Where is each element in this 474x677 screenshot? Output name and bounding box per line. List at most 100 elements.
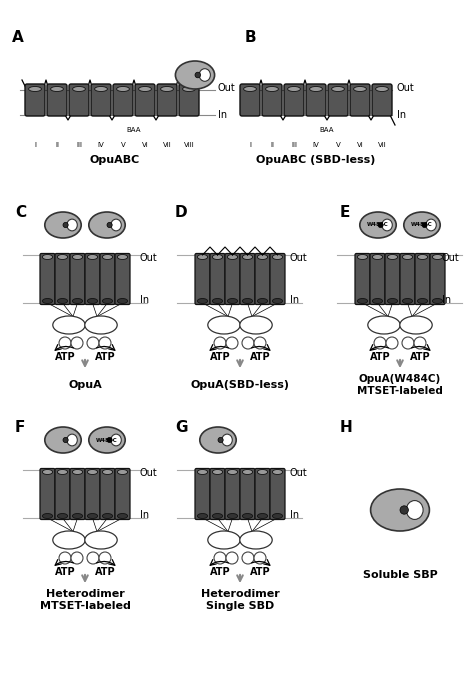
Ellipse shape (118, 470, 128, 475)
Text: C: C (15, 205, 26, 220)
Ellipse shape (42, 255, 53, 259)
Ellipse shape (57, 299, 68, 303)
Text: ATP: ATP (410, 352, 430, 362)
Text: In: In (290, 510, 299, 520)
Text: A: A (12, 30, 24, 45)
Ellipse shape (240, 316, 272, 334)
FancyBboxPatch shape (240, 253, 255, 305)
Text: Out: Out (218, 83, 236, 93)
Circle shape (99, 552, 111, 564)
Ellipse shape (73, 255, 82, 259)
Text: Out: Out (140, 468, 158, 478)
Ellipse shape (208, 531, 240, 549)
Text: In: In (140, 510, 149, 520)
Circle shape (87, 552, 99, 564)
Ellipse shape (406, 500, 423, 519)
FancyBboxPatch shape (370, 253, 385, 305)
Ellipse shape (426, 219, 436, 231)
Ellipse shape (42, 299, 53, 303)
Ellipse shape (242, 470, 253, 475)
Text: In: In (397, 110, 406, 120)
Ellipse shape (432, 255, 443, 259)
Circle shape (242, 337, 254, 349)
Text: ATP: ATP (250, 352, 270, 362)
Text: Out: Out (442, 253, 460, 263)
Text: F: F (15, 420, 26, 435)
FancyBboxPatch shape (270, 253, 285, 305)
Text: VI: VI (142, 142, 148, 148)
Ellipse shape (161, 87, 173, 91)
Text: Out: Out (290, 468, 308, 478)
Ellipse shape (102, 299, 113, 303)
Ellipse shape (273, 470, 283, 475)
Text: OpuA(W484C)
MTSET-labeled: OpuA(W484C) MTSET-labeled (357, 374, 443, 396)
FancyBboxPatch shape (355, 253, 370, 305)
FancyBboxPatch shape (400, 253, 415, 305)
FancyBboxPatch shape (240, 468, 255, 519)
Ellipse shape (357, 299, 368, 303)
Text: Out: Out (140, 253, 158, 263)
Ellipse shape (240, 531, 272, 549)
Ellipse shape (73, 513, 82, 519)
Ellipse shape (228, 255, 237, 259)
FancyBboxPatch shape (85, 468, 100, 519)
Ellipse shape (373, 255, 383, 259)
Ellipse shape (102, 470, 113, 475)
Ellipse shape (42, 470, 53, 475)
FancyBboxPatch shape (47, 84, 67, 116)
FancyBboxPatch shape (40, 253, 55, 305)
Text: ATP: ATP (55, 567, 75, 577)
Text: ATP: ATP (210, 352, 230, 362)
Ellipse shape (257, 255, 268, 259)
FancyBboxPatch shape (25, 84, 45, 116)
FancyBboxPatch shape (55, 253, 70, 305)
Text: III: III (291, 142, 297, 148)
Ellipse shape (265, 87, 278, 91)
Text: W484C: W484C (367, 223, 389, 227)
Ellipse shape (53, 531, 85, 549)
Ellipse shape (200, 427, 236, 453)
Text: VI: VI (356, 142, 364, 148)
Ellipse shape (212, 255, 223, 259)
Ellipse shape (57, 513, 68, 519)
FancyBboxPatch shape (255, 253, 270, 305)
FancyBboxPatch shape (115, 253, 130, 305)
FancyBboxPatch shape (210, 468, 225, 519)
FancyBboxPatch shape (385, 253, 400, 305)
Text: Heterodimer
MTSET-labeled: Heterodimer MTSET-labeled (39, 589, 130, 611)
Circle shape (378, 223, 383, 227)
Circle shape (195, 72, 201, 78)
FancyBboxPatch shape (350, 84, 370, 116)
Circle shape (242, 552, 254, 564)
Ellipse shape (432, 299, 443, 303)
Ellipse shape (242, 255, 253, 259)
Ellipse shape (404, 212, 440, 238)
FancyBboxPatch shape (195, 468, 210, 519)
Text: ATP: ATP (55, 352, 75, 362)
FancyBboxPatch shape (115, 468, 130, 519)
Text: E: E (340, 205, 350, 220)
FancyBboxPatch shape (100, 253, 115, 305)
Ellipse shape (242, 299, 253, 303)
Text: W484C: W484C (96, 437, 118, 443)
Text: II: II (55, 142, 59, 148)
Ellipse shape (57, 470, 68, 475)
Ellipse shape (310, 87, 322, 91)
Ellipse shape (375, 87, 388, 91)
Ellipse shape (111, 219, 121, 231)
Ellipse shape (418, 255, 428, 259)
Circle shape (71, 552, 83, 564)
Text: H: H (340, 420, 353, 435)
Text: OpuABC (SBD-less): OpuABC (SBD-less) (256, 155, 376, 165)
Ellipse shape (400, 316, 432, 334)
Ellipse shape (212, 299, 223, 303)
FancyBboxPatch shape (270, 468, 285, 519)
Ellipse shape (182, 87, 195, 91)
Text: ATP: ATP (250, 567, 270, 577)
Text: B: B (245, 30, 256, 45)
Circle shape (422, 223, 427, 227)
Text: VIII: VIII (183, 142, 194, 148)
Ellipse shape (257, 299, 268, 303)
Ellipse shape (360, 212, 396, 238)
FancyBboxPatch shape (113, 84, 133, 116)
